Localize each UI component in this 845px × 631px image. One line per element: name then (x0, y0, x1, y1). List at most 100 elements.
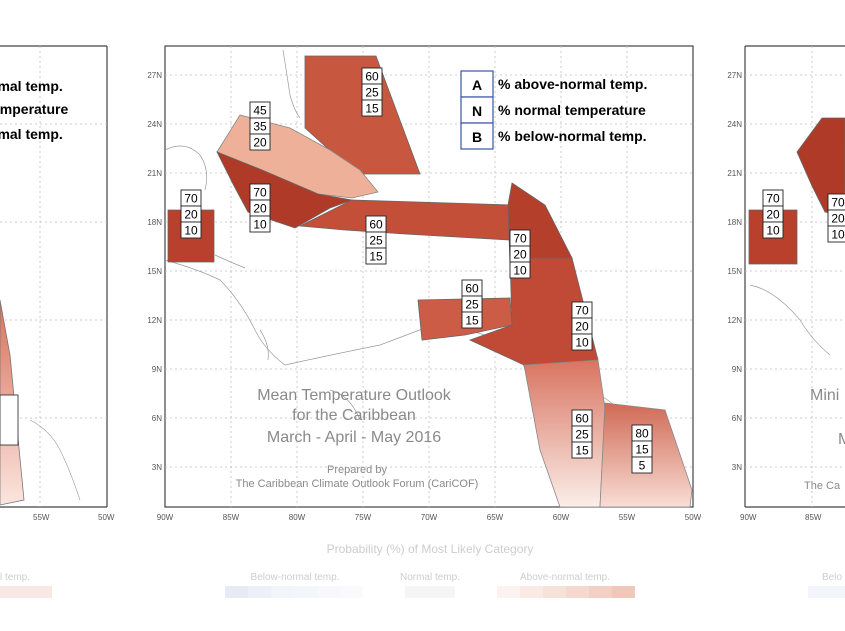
colorbar-group-above: Above-normal temp. (520, 572, 610, 583)
left-value-box (0, 394, 19, 446)
right-title-fragment-1: Mini (810, 387, 839, 404)
right-lat-tick-6N: 6N (732, 414, 742, 423)
region-5-cell-2 (509, 261, 531, 279)
right-belize-value-2: 10 (766, 224, 780, 238)
region-4-cell-2 (365, 247, 387, 265)
region-1-value-2: 20 (253, 136, 267, 150)
map-title-line-3: March - April - May 2016 (267, 429, 441, 446)
region-9-value-0: 80 (635, 427, 649, 441)
lon-tick-90W: 90W (157, 513, 174, 522)
right-belize-value-1: 20 (766, 208, 780, 222)
left-lon-tick: 50W (98, 513, 115, 522)
region-0-value-0: 60 (365, 70, 379, 84)
lat-tick-12N: 12N (147, 316, 162, 325)
legend-key-A: A (472, 77, 482, 93)
region-8-cell-2 (571, 441, 593, 459)
right-jamaica-cell-2 (827, 225, 845, 243)
legend-label-A: % above-normal temp. (498, 76, 647, 92)
right-belize-cell-2 (762, 221, 784, 239)
lat-tick-18N: 18N (147, 218, 162, 227)
legend-label-B: % below-normal temp. (498, 128, 647, 144)
legend-key-box-N (460, 96, 494, 124)
lon-tick-80W: 80W (289, 513, 306, 522)
colorbar-above-swatches (497, 586, 635, 598)
right-title-fragment-2: M (838, 431, 845, 448)
value-box-0: 60 25 15 (361, 67, 383, 117)
legend-key-B: B (472, 129, 482, 145)
legend-key-box-A (460, 70, 494, 98)
value-box-6: 60 25 15 (461, 279, 483, 329)
colorbar-right-fragment: Belo (822, 572, 842, 583)
region-7-value-1: 20 (575, 320, 589, 334)
value-box-4: 60 25 15 (365, 215, 387, 265)
region-1-cell-2 (249, 133, 271, 151)
region-2-value-1: 20 (184, 208, 198, 222)
region-0-value-1: 25 (365, 86, 379, 100)
region-6-value-2: 15 (465, 314, 479, 328)
right-lat-tick-24N: 24N (727, 120, 742, 129)
legend-key-N: N (472, 103, 482, 119)
legend-key-box-B (460, 122, 494, 150)
right-value-boxes: 70 20 10 70 20 10 (762, 189, 845, 243)
value-box-2: 70 20 10 (180, 189, 202, 239)
region-2-cell-2 (180, 221, 202, 239)
lat-tick-labels: 27N 24N 21N 18N 15N 12N 9N 6N 3N (147, 71, 162, 472)
colorbar-left-swatch (0, 586, 52, 598)
region-2-value-0: 70 (184, 192, 198, 206)
lon-tick-55W: 55W (619, 513, 636, 522)
lon-tick-60W: 60W (553, 513, 570, 522)
region-7-cell-2 (571, 333, 593, 351)
right-lat-ticks: 27N 24N 21N 18N 15N 12N 9N 6N 3N (727, 71, 742, 472)
colorbar-normal-swatch (405, 586, 455, 598)
region-4-value-1: 25 (369, 234, 383, 248)
region-1-value-0: 45 (253, 104, 267, 118)
right-jamaica-value-0: 70 (831, 196, 845, 210)
region-8-value-2: 15 (575, 444, 589, 458)
right-map-panel: 70 20 10 70 20 10 27N 24N 21N 18N 15N 12N 9N 6N 3N 90… (727, 45, 845, 522)
right-prepared-fragment: The Ca (804, 480, 841, 492)
lon-tick-50W: 50W (685, 513, 702, 522)
region-9-cell-2 (631, 456, 653, 474)
lat-tick-15N: 15N (147, 267, 162, 276)
colorbar-group-below: Below-normal temp. (251, 572, 340, 583)
colorbar-left-fragment: l temp. (0, 572, 30, 583)
lon-tick-75W: 75W (355, 513, 372, 522)
region-3-value-0: 70 (253, 186, 267, 200)
lon-tick-70W: 70W (421, 513, 438, 522)
right-belize-box: 70 20 10 (762, 189, 784, 239)
region-3-cell-2 (249, 215, 271, 233)
region-6-value-0: 60 (465, 282, 479, 296)
lon-tick-85W: 85W (223, 513, 240, 522)
right-jamaica-value-2: 10 (831, 228, 845, 242)
region-9-value-1: 15 (635, 443, 649, 457)
left-legend-fragment-3: rmal temp. (0, 126, 63, 142)
region-3-value-2: 10 (253, 218, 267, 232)
colorbar-right-swatch (808, 586, 845, 598)
right-lat-tick-3N: 3N (732, 463, 742, 472)
value-box-8: 60 25 15 (571, 409, 593, 459)
category-legend: A % above-normal temp. N % normal temperatu… (460, 70, 647, 150)
right-lat-tick-21N: 21N (727, 169, 742, 178)
prepared-by-line-1: Prepared by (327, 464, 387, 476)
value-box-1: 45 35 20 (249, 101, 271, 151)
right-lat-tick-9N: 9N (732, 365, 742, 374)
right-jamaica-box: 70 20 10 (827, 193, 845, 243)
right-lat-tick-12N: 12N (727, 316, 742, 325)
map-title-line-2: for the Caribbean (292, 407, 416, 424)
value-box-3: 70 20 10 (249, 183, 271, 233)
lat-tick-9N: 9N (152, 365, 162, 374)
region-7-value-0: 70 (575, 304, 589, 318)
region-8-value-0: 60 (575, 412, 589, 426)
value-box-5: 70 20 10 (509, 229, 531, 279)
region-3-value-1: 20 (253, 202, 267, 216)
right-jamaica-value-1: 20 (831, 212, 845, 226)
lat-tick-27N: 27N (147, 71, 162, 80)
right-lon-tick-90: 90W (740, 513, 757, 522)
lat-tick-3N: 3N (152, 463, 162, 472)
lon-tick-labels: 90W 85W 80W 75W 70W 65W 60W 55W 50W (157, 513, 702, 522)
probability-colorbar: Probability (%) of Most Likely Category … (0, 542, 845, 598)
value-box-7: 70 20 10 (571, 301, 593, 351)
map-title-line-1: Mean Temperature Outlook (257, 387, 452, 404)
